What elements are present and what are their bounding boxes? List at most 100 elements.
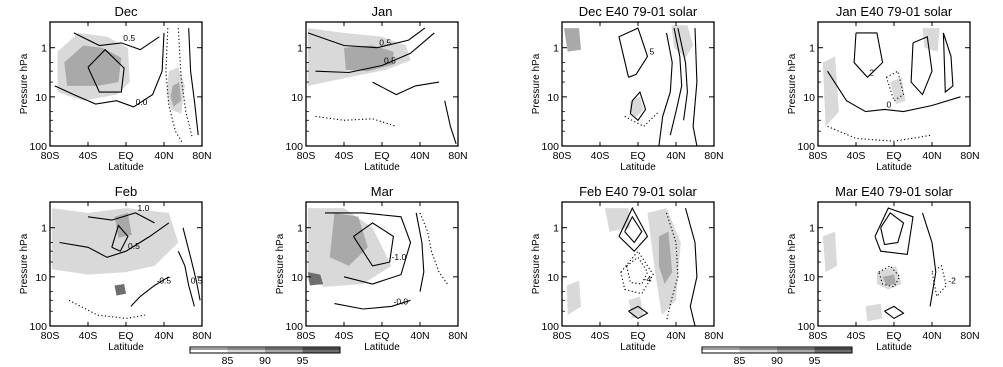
colorbar-segment <box>265 347 303 353</box>
shade-region-95 <box>114 284 126 296</box>
contour-label: -0.0 <box>394 296 409 306</box>
plot-area: 0.5 0.5 <box>307 27 457 144</box>
shade-region-85 <box>890 77 906 104</box>
panel-title: Dec <box>114 4 138 19</box>
contour-label: -4 <box>644 274 652 284</box>
contour-line <box>628 305 649 320</box>
contour-line <box>878 265 901 288</box>
contour-label: 0 <box>887 99 892 109</box>
plot-area: 5 <box>563 25 698 146</box>
panel-title: Jan E40 79-01 solar <box>836 4 953 19</box>
shade-region-85 <box>566 280 581 316</box>
x-tick-label: 40N <box>922 150 941 162</box>
y-tick-label: 1 <box>41 43 47 55</box>
plot-area: 20 <box>822 28 961 142</box>
chart-panel-6: -1.0 -0.0 Mar 80S 40S EQ 40N 80N 1 10 100 Latitude P… <box>275 184 468 353</box>
plot-area: -1.0 -0.0 <box>307 208 449 310</box>
contour-line <box>87 48 125 93</box>
y-tick-label: 10 <box>803 92 815 104</box>
contour-line <box>54 32 165 108</box>
y-tick-label: 10 <box>35 92 47 104</box>
x-tick-label: EQ <box>118 150 133 162</box>
x-tick-label: 80S <box>553 150 572 162</box>
contour-line <box>692 28 698 146</box>
x-tick-label: 40N <box>154 330 173 342</box>
contour-line <box>931 265 947 298</box>
x-tick-label: EQ <box>886 150 901 162</box>
contour-line <box>910 36 933 96</box>
y-tick-label: 1 <box>41 223 47 235</box>
y-axis-label: Pressure hPa <box>787 233 798 294</box>
panel-title: Jan <box>372 4 393 19</box>
x-tick-label: 80S <box>297 150 316 162</box>
x-tick-label: 80N <box>448 330 467 342</box>
x-tick-label: EQ <box>630 330 645 342</box>
contour-line <box>419 212 449 286</box>
x-tick-label: EQ <box>630 150 645 162</box>
y-tick-label: 100 <box>541 141 559 153</box>
x-tick-label: 40S <box>335 150 354 162</box>
panel-title: Feb E40 79-01 solar <box>579 184 697 199</box>
x-tick-label: 40S <box>591 330 610 342</box>
contour-line <box>165 28 184 145</box>
colorbar-segment <box>702 347 740 353</box>
chart-panel-8: -2 Mar E40 79-01 solar 80S 40S EQ 40N 80N 1 10 10… <box>787 184 980 353</box>
colorbar-2: 85 90 95 <box>701 346 853 367</box>
y-tick-label: 100 <box>29 321 47 333</box>
y-tick-label: 1 <box>809 223 815 235</box>
colorbar-tick-label: 85 <box>222 355 234 367</box>
y-axis-label: Pressure hPa <box>19 53 30 114</box>
chart-panel-2: 0.5 0.5 Jan 80S 40S EQ 40N 80N 1 10 100 Latitude <box>285 4 467 173</box>
x-tick-label: 80N <box>192 150 211 162</box>
panel-title: Mar <box>371 184 394 199</box>
contour-label: 5 <box>650 46 655 56</box>
contour-line <box>885 70 905 102</box>
x-tick-label: 80N <box>960 330 979 342</box>
x-tick-label: EQ <box>118 330 133 342</box>
x-axis-label: Latitude <box>876 342 912 353</box>
contour-line <box>177 28 194 139</box>
y-tick-label: 1 <box>297 43 303 55</box>
x-tick-label: 80N <box>960 150 979 162</box>
y-tick-label: 10 <box>803 272 815 284</box>
shade-region-85 <box>629 96 644 118</box>
contour-line <box>372 81 440 96</box>
y-tick-label: 100 <box>541 321 559 333</box>
x-tick-label: 80N <box>448 150 467 162</box>
colorbar-segment <box>777 347 815 353</box>
x-tick-label: 80S <box>809 330 828 342</box>
y-tick-label: 100 <box>29 141 47 153</box>
colorbar-segment <box>814 347 852 353</box>
y-tick-label: 100 <box>797 141 815 153</box>
contour-line <box>353 222 394 267</box>
x-axis-label: Latitude <box>108 342 144 353</box>
contour-line <box>618 27 649 78</box>
panel-title: Feb <box>115 184 137 199</box>
y-tick-label: 100 <box>285 141 303 153</box>
shade-region-85 <box>922 28 940 52</box>
y-tick-label: 1 <box>553 223 559 235</box>
plot-area: -4 <box>566 206 698 326</box>
contour-label: 0.5 <box>128 241 140 251</box>
shade-region-85 <box>51 208 179 275</box>
x-tick-label: 80N <box>192 330 211 342</box>
contour-label: 0.5 <box>123 33 135 43</box>
x-tick-label: 40S <box>847 330 866 342</box>
x-tick-label: 40N <box>410 330 429 342</box>
contour-label: 0.5 <box>379 38 391 48</box>
x-tick-label: 40N <box>410 150 429 162</box>
y-tick-label: 10 <box>291 92 303 104</box>
plot-area: -2 <box>822 207 956 322</box>
plot-frame <box>817 201 971 327</box>
x-tick-label: 40N <box>666 150 685 162</box>
contour-line <box>921 212 937 307</box>
contour-line <box>624 215 643 244</box>
shade-region-90 <box>882 274 896 286</box>
x-axis-label: Latitude <box>364 342 400 353</box>
x-axis-label: Latitude <box>620 162 656 173</box>
shade-region-90 <box>329 212 368 266</box>
y-axis-label: Pressure hPa <box>19 233 30 294</box>
y-tick-label: 100 <box>797 321 815 333</box>
contour-line <box>444 100 457 144</box>
